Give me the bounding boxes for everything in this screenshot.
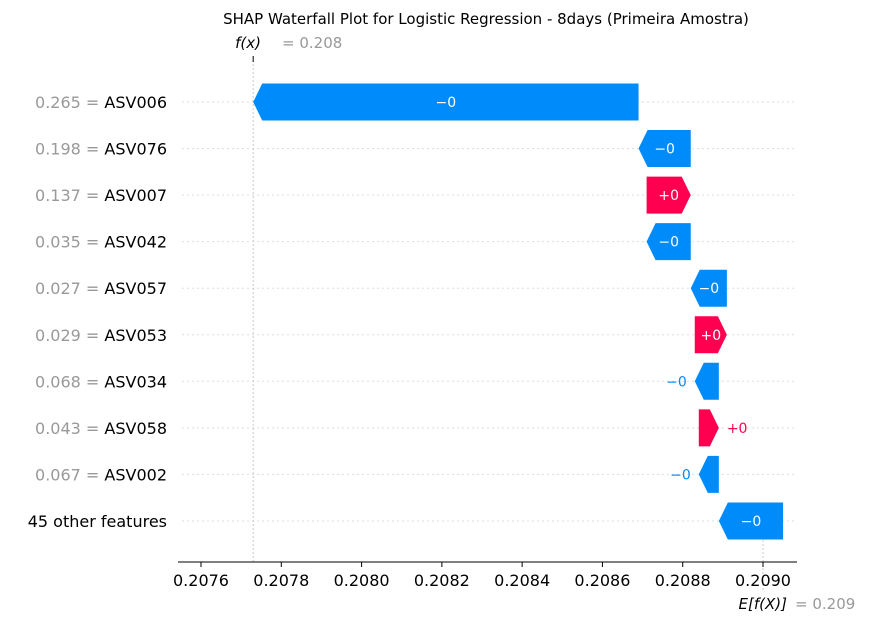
base-value-symbol: E[f(X)] xyxy=(739,595,788,613)
x-tick-label: 0.2076 xyxy=(173,571,229,590)
feature-label: 0.198 = ASV076 xyxy=(35,140,167,159)
x-axis: 0.2076 0.2078 0.2080 0.2082 0.2084 0.2086 0.20… xyxy=(173,56,797,590)
feature-value: 0.198 = xyxy=(35,140,104,159)
feature-label: 0.043 = ASV058 xyxy=(35,419,167,438)
x-tick-label: 0.2086 xyxy=(574,571,630,590)
feature-name: ASV007 xyxy=(104,186,167,205)
grid-lines xyxy=(182,101,797,522)
feature-label: 0.137 = ASV007 xyxy=(35,186,167,205)
feature-labels: 0.265 = ASV006 0.198 = ASV076 0.137 = ASV0… xyxy=(28,93,167,531)
feature-name: ASV006 xyxy=(104,93,167,112)
feature-value: 0.027 = xyxy=(35,279,104,298)
x-tick-label: 0.2082 xyxy=(414,571,470,590)
bar-value-label: +0 xyxy=(658,188,679,204)
feature-label: 0.068 = ASV034 xyxy=(35,372,167,391)
x-tick-label: 0.2090 xyxy=(735,571,791,590)
bars: −0 −0 +0 −0 −0 +0 −0 +0 −0 −0 xyxy=(253,83,784,540)
bar-value-label: +0 xyxy=(700,328,721,344)
feature-label: 0.067 = ASV002 xyxy=(35,465,167,484)
bar-value-label: −0 xyxy=(741,514,762,530)
chart-title: SHAP Waterfall Plot for Logistic Regress… xyxy=(223,10,749,28)
feature-name: ASV042 xyxy=(104,233,167,252)
feature-name: 45 other features xyxy=(28,512,167,531)
bar-value-label: −0 xyxy=(654,142,675,158)
feature-label: 0.265 = ASV006 xyxy=(35,93,167,112)
feature-name: ASV058 xyxy=(104,419,167,438)
feature-value: 0.029 = xyxy=(35,326,104,345)
feature-value: 0.035 = xyxy=(35,233,104,252)
bar-value-label: +0 xyxy=(727,421,748,437)
feature-name: ASV057 xyxy=(104,279,167,298)
bar-value-label: −0 xyxy=(436,95,457,111)
x-tick-label: 0.2088 xyxy=(655,571,711,590)
feature-name: ASV034 xyxy=(104,372,167,391)
fx-value: = 0.208 xyxy=(282,34,342,52)
fx-annotation: f(x) = 0.208 xyxy=(235,34,342,52)
feature-name: ASV053 xyxy=(104,326,167,345)
feature-value: 0.067 = xyxy=(35,465,104,484)
feature-value: 0.043 = xyxy=(35,419,104,438)
x-tick-label: 0.2084 xyxy=(494,571,550,590)
waterfall-bar xyxy=(694,316,727,354)
waterfall-bar xyxy=(718,502,784,540)
feature-value: 0.068 = xyxy=(35,372,104,391)
waterfall-bar xyxy=(698,409,719,447)
feature-label: 0.035 = ASV042 xyxy=(35,233,167,252)
fx-symbol: f(x) xyxy=(235,34,261,52)
base-value-annotation: E[f(X)] = 0.209 xyxy=(739,595,856,613)
bar-value-label: −0 xyxy=(670,467,691,483)
feature-label: 0.029 = ASV053 xyxy=(35,326,167,345)
x-tick-label: 0.2080 xyxy=(334,571,390,590)
x-tick-label: 0.2078 xyxy=(253,571,309,590)
waterfall-bar xyxy=(253,83,639,121)
feature-value: 0.137 = xyxy=(35,186,104,205)
base-value-value: = 0.209 xyxy=(795,595,855,613)
feature-name: ASV076 xyxy=(104,140,167,159)
waterfall-bar xyxy=(698,455,719,493)
waterfall-bar xyxy=(646,223,691,261)
waterfall-bar xyxy=(690,269,727,307)
bar-value-label: −0 xyxy=(698,281,719,297)
feature-label: 45 other features xyxy=(28,512,167,531)
feature-value: 0.265 = xyxy=(35,93,104,112)
feature-name: ASV002 xyxy=(104,465,167,484)
feature-label: 0.027 = ASV057 xyxy=(35,279,167,298)
bar-value-label: −0 xyxy=(658,235,679,251)
bar-value-label: −0 xyxy=(666,374,687,390)
waterfall-bar xyxy=(646,176,691,214)
waterfall-bar xyxy=(638,130,691,168)
waterfall-bar xyxy=(694,362,719,400)
